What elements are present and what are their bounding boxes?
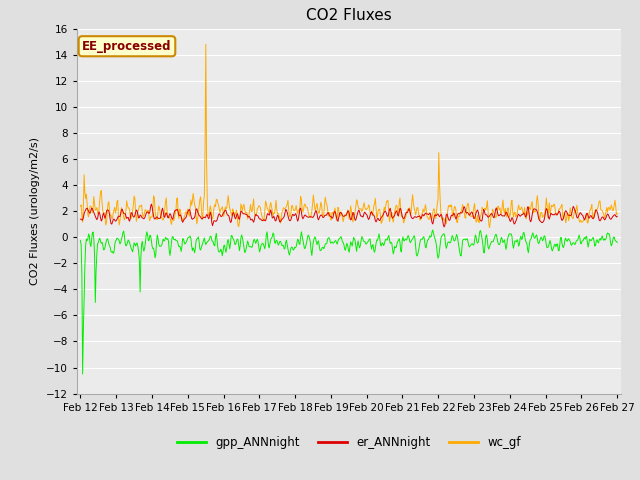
Legend: gpp_ANNnight, er_ANNnight, wc_gf: gpp_ANNnight, er_ANNnight, wc_gf	[172, 431, 526, 454]
Title: CO2 Fluxes: CO2 Fluxes	[306, 9, 392, 24]
Y-axis label: CO2 Fluxes (urology/m2/s): CO2 Fluxes (urology/m2/s)	[30, 137, 40, 285]
Text: EE_processed: EE_processed	[82, 40, 172, 53]
